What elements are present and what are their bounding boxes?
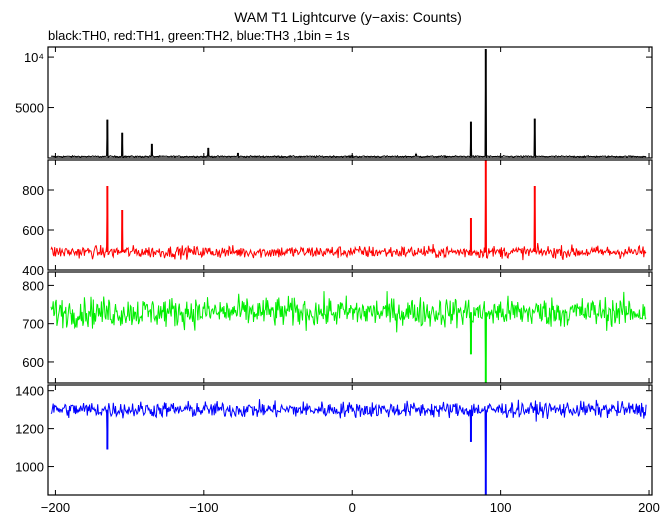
y-tick-label: 1000 [15, 460, 44, 475]
panel-th2: 600 700 800 [22, 271, 653, 384]
y-tick-label: 800 [22, 278, 44, 293]
x-tick-label: 200 [638, 500, 660, 515]
panels-group: 5000 10⁴ 400 600 800 600 700 800 1000 1200 1400 [15, 46, 653, 496]
x-tick-label: −100 [189, 500, 218, 515]
y-tick-label: 1400 [15, 384, 44, 399]
x-tick-label: −200 [41, 500, 70, 515]
y-tick-label: 700 [22, 317, 44, 332]
panel-th3: 1000 1200 1400 [15, 384, 653, 496]
y-tick-label: 1200 [15, 422, 44, 437]
y-tick-label: 400 [22, 263, 44, 278]
series-line-th3 [50, 399, 647, 496]
panel-frame [47, 271, 653, 384]
y-tick-label: 10⁴ [24, 50, 44, 65]
panel-th0: 5000 10⁴ [15, 46, 653, 159]
y-tick-label: 600 [22, 223, 44, 238]
series-line-th2 [50, 291, 647, 384]
x-axis: −200 −100 0 100 200 [41, 500, 660, 515]
chart-title: WAM T1 Lightcurve (y−axis: Counts) [234, 9, 462, 25]
y-tick-label: 600 [22, 355, 44, 370]
panel-frame [47, 384, 653, 496]
panel-frame [47, 46, 653, 159]
series-line-th0 [50, 48, 647, 159]
panel-frame [47, 159, 653, 271]
chart-subtitle: black:TH0, red:TH1, green:TH2, blue:TH3 … [48, 28, 350, 43]
x-tick-label: 0 [349, 500, 356, 515]
panel-th1: 400 600 800 [22, 159, 653, 278]
series-line-th1 [50, 159, 647, 261]
y-tick-label: 800 [22, 183, 44, 198]
x-tick-label: 100 [490, 500, 512, 515]
y-tick-label: 5000 [15, 101, 44, 116]
